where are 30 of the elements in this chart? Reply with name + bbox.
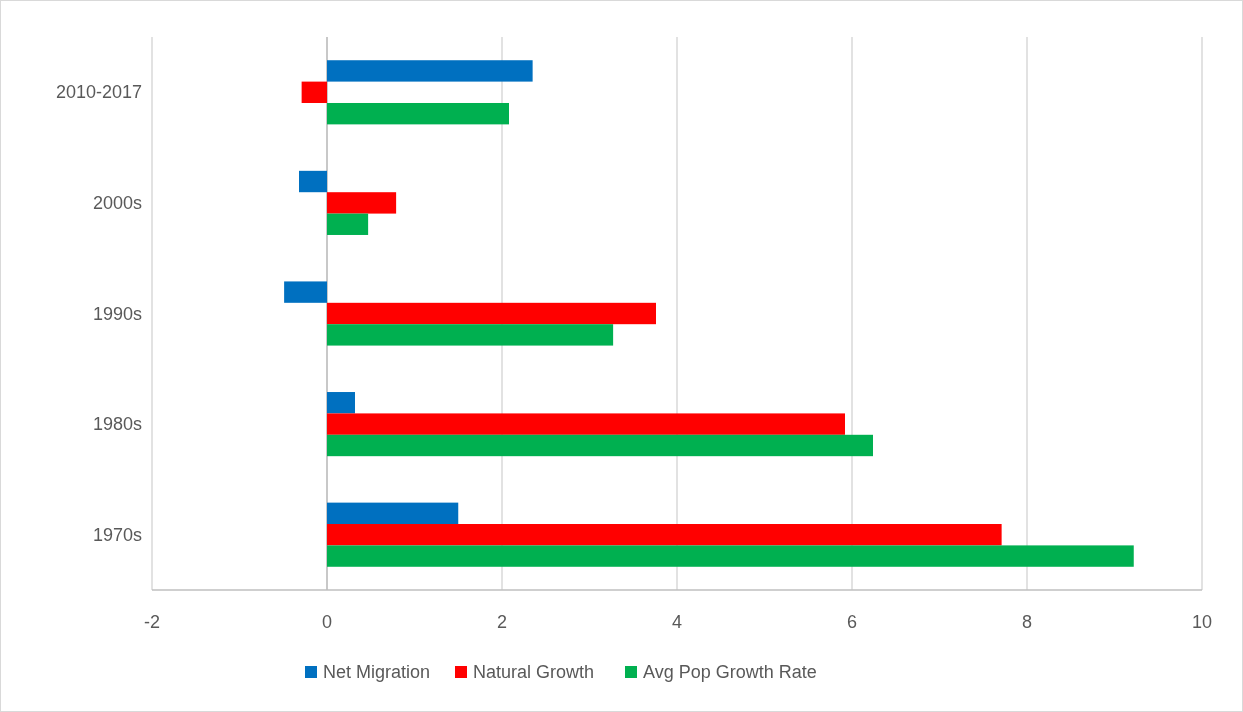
bar <box>327 524 1002 546</box>
legend-label: Net Migration <box>323 662 431 682</box>
bar <box>327 102 509 125</box>
bar <box>327 324 614 346</box>
bar <box>327 434 873 457</box>
bar <box>327 302 656 325</box>
x-tick-label: 2 <box>496 612 508 632</box>
legend-label: Natural Growth <box>473 662 595 682</box>
y-tick-label: 1970s <box>92 524 142 545</box>
bar <box>284 281 327 303</box>
bar <box>299 170 327 193</box>
y-tick-label: 2000s <box>92 192 142 213</box>
bar <box>327 213 369 235</box>
bar <box>327 192 397 214</box>
legend-label: Avg Pop Growth Rate <box>643 662 817 682</box>
y-tick-label: 1980s <box>92 414 142 435</box>
x-tick-label: 4 <box>671 612 683 632</box>
bar <box>327 60 533 82</box>
bar <box>327 392 355 414</box>
bar <box>327 545 1134 567</box>
bar <box>301 81 327 103</box>
x-tick-label: 8 <box>1021 612 1033 632</box>
x-tick-label: 6 <box>846 612 858 632</box>
x-tick-label: 10 <box>1191 612 1213 632</box>
bar <box>327 502 459 525</box>
bar <box>327 413 845 435</box>
y-tick-label: 1990s <box>92 303 142 324</box>
x-tick-label: -2 <box>143 612 161 632</box>
x-tick-label: 0 <box>321 612 333 632</box>
y-tick-label: 2010-2017 <box>55 82 142 103</box>
